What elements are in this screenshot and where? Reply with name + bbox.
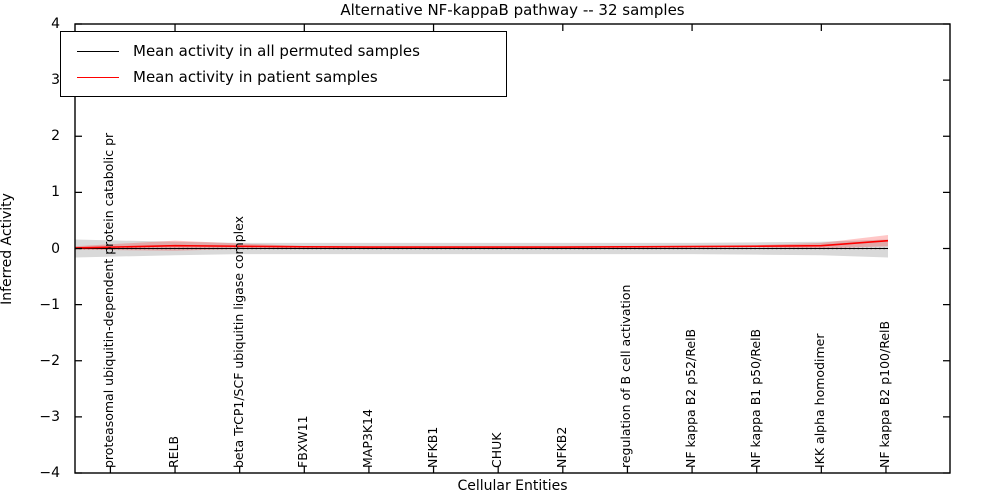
- y-tick-label: −4: [39, 465, 60, 481]
- y-axis-label: Inferred Activity: [0, 193, 15, 305]
- x-tick-label: NFKB1: [424, 426, 440, 468]
- y-tick-label: −2: [39, 352, 60, 369]
- legend-label-permuted: Mean activity in all permuted samples: [133, 42, 420, 60]
- y-tick-label: 3: [51, 72, 60, 89]
- legend-line-sample-black: [77, 50, 119, 52]
- legend-line-sample-red: [77, 76, 119, 78]
- x-tick-label: NF kappa B2 p100/RelB: [876, 320, 892, 468]
- x-tick-label: FBXW11: [295, 415, 311, 468]
- y-tick-label: −3: [39, 408, 60, 425]
- x-tick-label: IKK alpha homodimer: [812, 333, 828, 469]
- patient-mean-line: [74, 239, 889, 249]
- legend-entry-permuted: Mean activity in all permuted samples: [67, 42, 500, 60]
- legend-entry-patient: Mean activity in patient samples: [67, 68, 500, 86]
- x-axis-label: Cellular Entities: [457, 478, 568, 494]
- y-tick-label: 4: [51, 16, 60, 32]
- y-tick-label: −1: [39, 296, 60, 313]
- x-tick-label: NF kappa B1 p50/RelB: [747, 328, 763, 468]
- x-tick-label: NFKB2: [553, 426, 569, 468]
- x-tick-label: regulation of B cell activation: [618, 284, 634, 468]
- x-tick-label: MAP3K14: [359, 409, 375, 468]
- x-tick-label: NF kappa B2 p52/RelB: [683, 328, 699, 468]
- y-tick-label: 1: [51, 184, 60, 201]
- x-tick-label: CHUK: [489, 432, 505, 468]
- y-tick-label: 2: [51, 128, 60, 145]
- y-tick-label: 0: [51, 240, 60, 257]
- chart-title: Alternative NF-kappaB pathway -- 32 samp…: [340, 1, 685, 19]
- legend-box: Mean activity in all permuted samples Me…: [60, 31, 507, 97]
- x-tick-label: RELB: [166, 435, 182, 468]
- legend-label-patient: Mean activity in patient samples: [133, 68, 378, 86]
- x-tick-label: beta TrCP1/SCF ubiquitin ligase complex: [230, 216, 246, 468]
- x-tick-label: proteasomal ubiquitin-dependent protein …: [101, 132, 117, 468]
